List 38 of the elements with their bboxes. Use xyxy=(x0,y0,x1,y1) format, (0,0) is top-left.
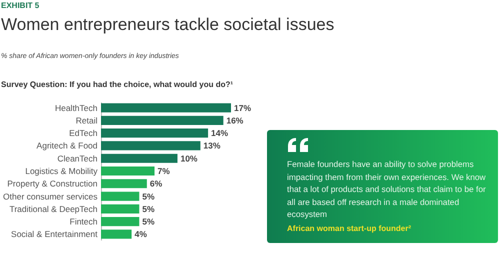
bar xyxy=(101,192,140,201)
y-tick-label: Traditional & DeepTech xyxy=(9,204,98,214)
y-tick-label: CleanTech xyxy=(57,153,98,164)
y-tick-label: Other consumer services xyxy=(3,191,98,202)
bar xyxy=(101,141,200,150)
data-label: 5% xyxy=(142,216,155,227)
bar xyxy=(101,128,208,138)
data-label: 4% xyxy=(134,229,148,240)
bar xyxy=(101,217,140,226)
data-label: 6% xyxy=(150,178,163,189)
data-label: 16% xyxy=(226,115,244,126)
text: EXHIBIT 5 xyxy=(1,1,40,10)
y-tick-label: HealthTech xyxy=(54,102,98,113)
text: African woman start-up founder² xyxy=(287,224,412,233)
bar xyxy=(101,103,231,112)
y-tick-label: Property & Construction xyxy=(7,178,98,189)
text: Female founders have an ability to solve problems impacting them from their own experiences. We know that a lot of products and solutions that claim to be for all are based off research in a male dominated ecosystem xyxy=(287,158,487,220)
data-label: 10% xyxy=(180,153,198,164)
y-tick-label: Agritech & Food xyxy=(36,140,98,151)
bar xyxy=(101,204,140,214)
y-tick-label: Retail xyxy=(76,115,98,126)
y-tick-label: Fintech xyxy=(70,216,98,227)
data-label: 5% xyxy=(142,191,155,202)
y-tick-label: EdTech xyxy=(69,128,98,138)
data-label: 13% xyxy=(203,140,221,151)
text: Survey Question: If you had the choice, what would you do?¹ xyxy=(1,80,234,89)
bar xyxy=(101,154,178,163)
data-label: 17% xyxy=(234,102,252,113)
bar xyxy=(101,230,132,239)
y-tick-label: Social & Entertainment xyxy=(11,229,98,240)
chart-title: Women entrepreneurs tackle societal issues xyxy=(1,15,334,35)
bar xyxy=(101,166,155,176)
data-label: 5% xyxy=(142,204,155,214)
bar xyxy=(101,179,147,188)
data-label: 14% xyxy=(211,128,229,138)
data-label: 7% xyxy=(158,166,170,176)
y-tick-label: Logistics & Mobility xyxy=(25,166,98,176)
bar xyxy=(101,116,224,125)
